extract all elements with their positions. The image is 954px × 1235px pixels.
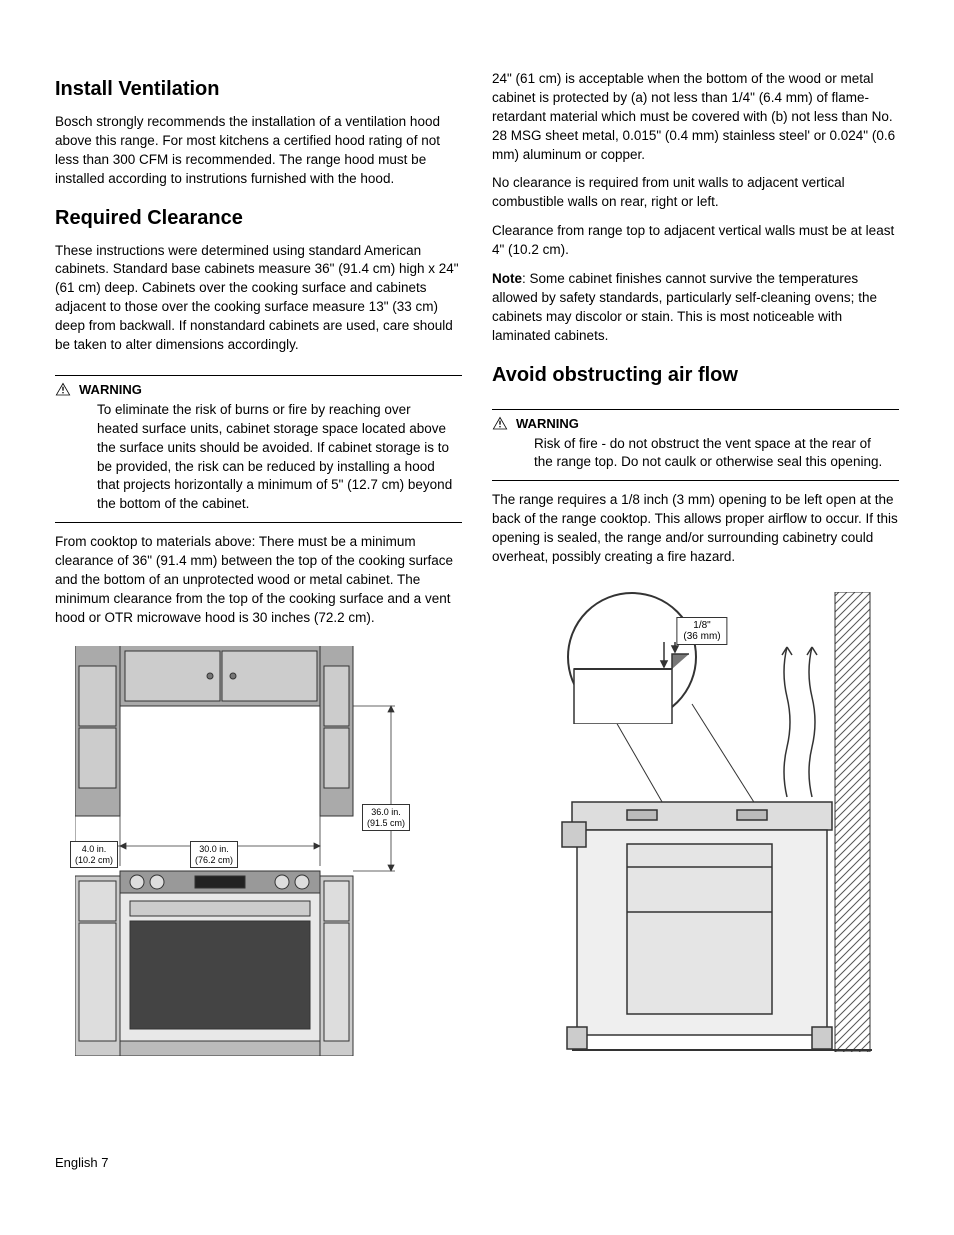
note-label: Note xyxy=(492,271,522,286)
warning-icon xyxy=(492,416,508,430)
circle-callout xyxy=(567,592,697,722)
para-ventilation: Bosch strongly recommends the installati… xyxy=(55,113,462,189)
heading-required-clearance: Required Clearance xyxy=(55,207,462,230)
page-footer: English 7 xyxy=(55,1145,462,1170)
warning-box-2: WARNING Risk of fire - do not obstruct t… xyxy=(492,409,899,482)
para-range-top-clearance: Clearance from range top to adjacent ver… xyxy=(492,222,899,260)
warning-box-1: WARNING To eliminate the risk of burns o… xyxy=(55,375,462,523)
note-text: : Some cabinet finishes cannot survive t… xyxy=(492,271,877,343)
heading-air-flow: Avoid obstructing air flow xyxy=(492,364,899,387)
figure-clearance-diagram: 36.0 in. (91.5 cm) 4.0 in. (10.2 cm) 30.… xyxy=(75,646,405,1056)
callout-label: 1/8" (36 mm) xyxy=(676,617,727,645)
warning-icon xyxy=(55,382,71,396)
heading-install-ventilation: Install Ventilation xyxy=(55,78,462,101)
para-clearance-details: From cooktop to materials above: There m… xyxy=(55,533,462,627)
warning-header-2: WARNING xyxy=(492,416,899,431)
dim-label-height: 36.0 in. (91.5 cm) xyxy=(362,804,410,832)
warning-text-1: To eliminate the risk of burns or fire b… xyxy=(55,401,462,514)
figure-airflow-diagram: 1/8" (36 mm) xyxy=(527,592,877,1052)
warning-label: WARNING xyxy=(79,382,142,397)
warning-text-2: Risk of fire - do not obstruct the vent … xyxy=(492,435,899,473)
dim-label-width: 30.0 in. (76.2 cm) xyxy=(190,841,238,869)
para-no-clearance: No clearance is required from unit walls… xyxy=(492,174,899,212)
left-column: Install Ventilation Bosch strongly recom… xyxy=(55,70,462,1170)
dim-label-side: 4.0 in. (10.2 cm) xyxy=(70,841,118,869)
warning-header: WARNING xyxy=(55,382,462,397)
para-airflow: The range requires a 1/8 inch (3 mm) ope… xyxy=(492,491,899,567)
page-container: Install Ventilation Bosch strongly recom… xyxy=(55,70,899,1170)
para-note: Note: Some cabinet finishes cannot survi… xyxy=(492,270,899,346)
para-acceptable: 24" (61 cm) is acceptable when the botto… xyxy=(492,70,899,164)
para-clearance-intro: These instructions were determined using… xyxy=(55,242,462,355)
warning-label-2: WARNING xyxy=(516,416,579,431)
right-column: 24" (61 cm) is acceptable when the botto… xyxy=(492,70,899,1170)
